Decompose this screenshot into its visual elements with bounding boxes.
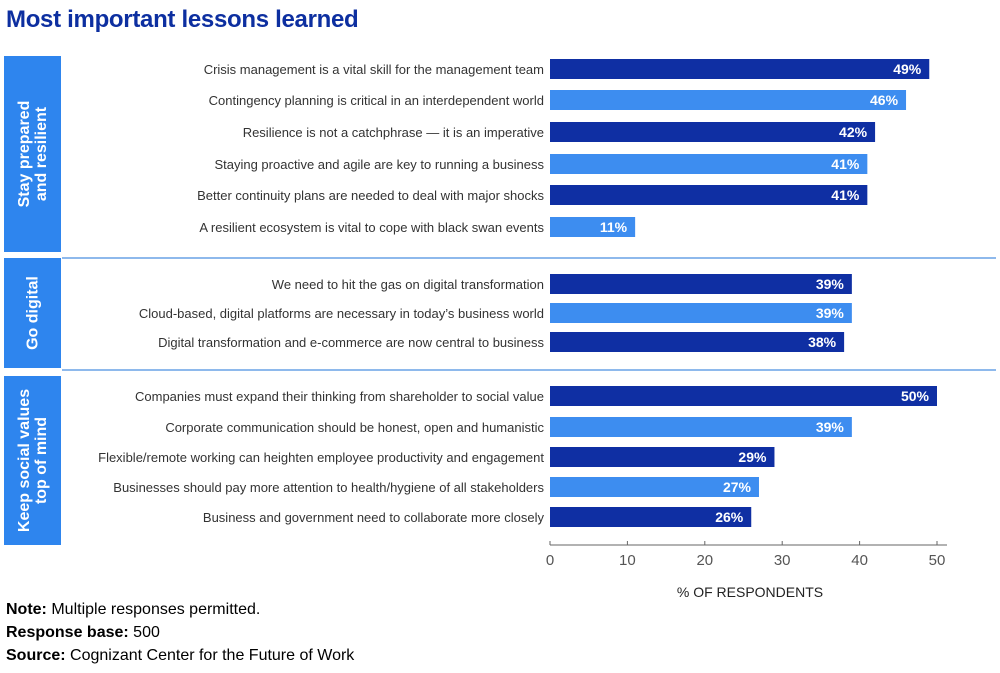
data-label: 29%	[738, 449, 767, 465]
response-base-label: Response base:	[6, 624, 129, 641]
bar	[550, 447, 775, 467]
category-label: Digital transformation and e-commerce ar…	[158, 335, 544, 350]
bar	[550, 90, 907, 110]
data-label: 39%	[816, 419, 845, 435]
data-label: 41%	[831, 156, 860, 172]
note-label: Note:	[6, 601, 47, 618]
category-label: A resilient ecosystem is vital to cope w…	[199, 220, 544, 235]
data-label: 27%	[723, 479, 752, 495]
bar	[550, 217, 636, 237]
group-panel	[4, 258, 61, 368]
category-label: Contingency planning is critical in an i…	[209, 93, 544, 108]
chart-notes: Note: Multiple responses permitted. Resp…	[6, 598, 354, 667]
group-label: top of mind	[33, 417, 50, 504]
category-label: Corporate communication should be honest…	[165, 420, 544, 435]
category-label: Staying proactive and agile are key to r…	[214, 157, 544, 172]
category-label: Resilience is not a catchphrase — it is …	[243, 125, 544, 140]
category-label: Businesses should pay more attention to …	[113, 480, 544, 495]
bar	[550, 185, 868, 205]
data-label: 50%	[901, 388, 930, 404]
data-label: 42%	[839, 124, 868, 140]
data-label: 26%	[715, 509, 744, 525]
group-panel	[4, 56, 61, 252]
category-label: We need to hit the gas on digital transf…	[272, 277, 544, 292]
bar	[550, 417, 852, 437]
bar	[550, 507, 752, 527]
bar	[550, 477, 759, 497]
source-text: Cognizant Center for the Future of Work	[65, 647, 355, 664]
x-tick-label: 30	[774, 552, 791, 569]
bar	[550, 332, 845, 352]
data-label: 46%	[870, 92, 899, 108]
note-text: Multiple responses permitted.	[46, 601, 261, 618]
x-tick-label: 0	[546, 552, 554, 569]
response-base-line: Response base: 500	[6, 621, 354, 644]
note-line: Note: Multiple responses permitted.	[6, 598, 354, 621]
response-base-text: 500	[128, 624, 160, 641]
bar	[550, 386, 937, 406]
data-label: 41%	[831, 187, 860, 203]
group-label: and resilient	[33, 106, 50, 201]
bar-chart: Stay prepared and resilient Crisis managem…	[4, 56, 996, 600]
bar	[550, 154, 868, 174]
bar	[550, 59, 930, 79]
x-tick-label: 40	[851, 552, 868, 569]
data-label: 49%	[893, 61, 922, 77]
data-label: 11%	[600, 219, 628, 235]
data-label: 39%	[816, 276, 845, 292]
category-label: Better continuity plans are needed to de…	[197, 188, 544, 203]
source-label: Source:	[6, 647, 66, 664]
group-label: Stay prepared	[16, 101, 33, 208]
source-line: Source: Cognizant Center for the Future …	[6, 644, 354, 667]
chart-title: Most important lessons learned	[6, 6, 359, 33]
data-label: 38%	[808, 334, 837, 350]
category-label: Companies must expand their thinking fro…	[135, 389, 544, 404]
category-label: Crisis management is a vital skill for t…	[204, 62, 544, 77]
group-label: Go digital	[25, 276, 42, 350]
category-label: Business and government need to collabor…	[203, 510, 545, 525]
category-label: Flexible/remote working can heighten emp…	[98, 450, 544, 465]
bar	[550, 303, 852, 323]
x-axis-label: % OF RESPONDENTS	[677, 584, 823, 600]
data-label: 39%	[816, 305, 845, 321]
group-panel	[4, 376, 61, 545]
x-tick-label: 10	[619, 552, 636, 569]
category-label: Cloud-based, digital platforms are neces…	[139, 306, 544, 321]
x-tick-label: 50	[929, 552, 946, 569]
bar	[550, 122, 876, 142]
group-label: Keep social values	[16, 389, 33, 532]
bar	[550, 274, 852, 294]
x-tick-label: 20	[696, 552, 713, 569]
